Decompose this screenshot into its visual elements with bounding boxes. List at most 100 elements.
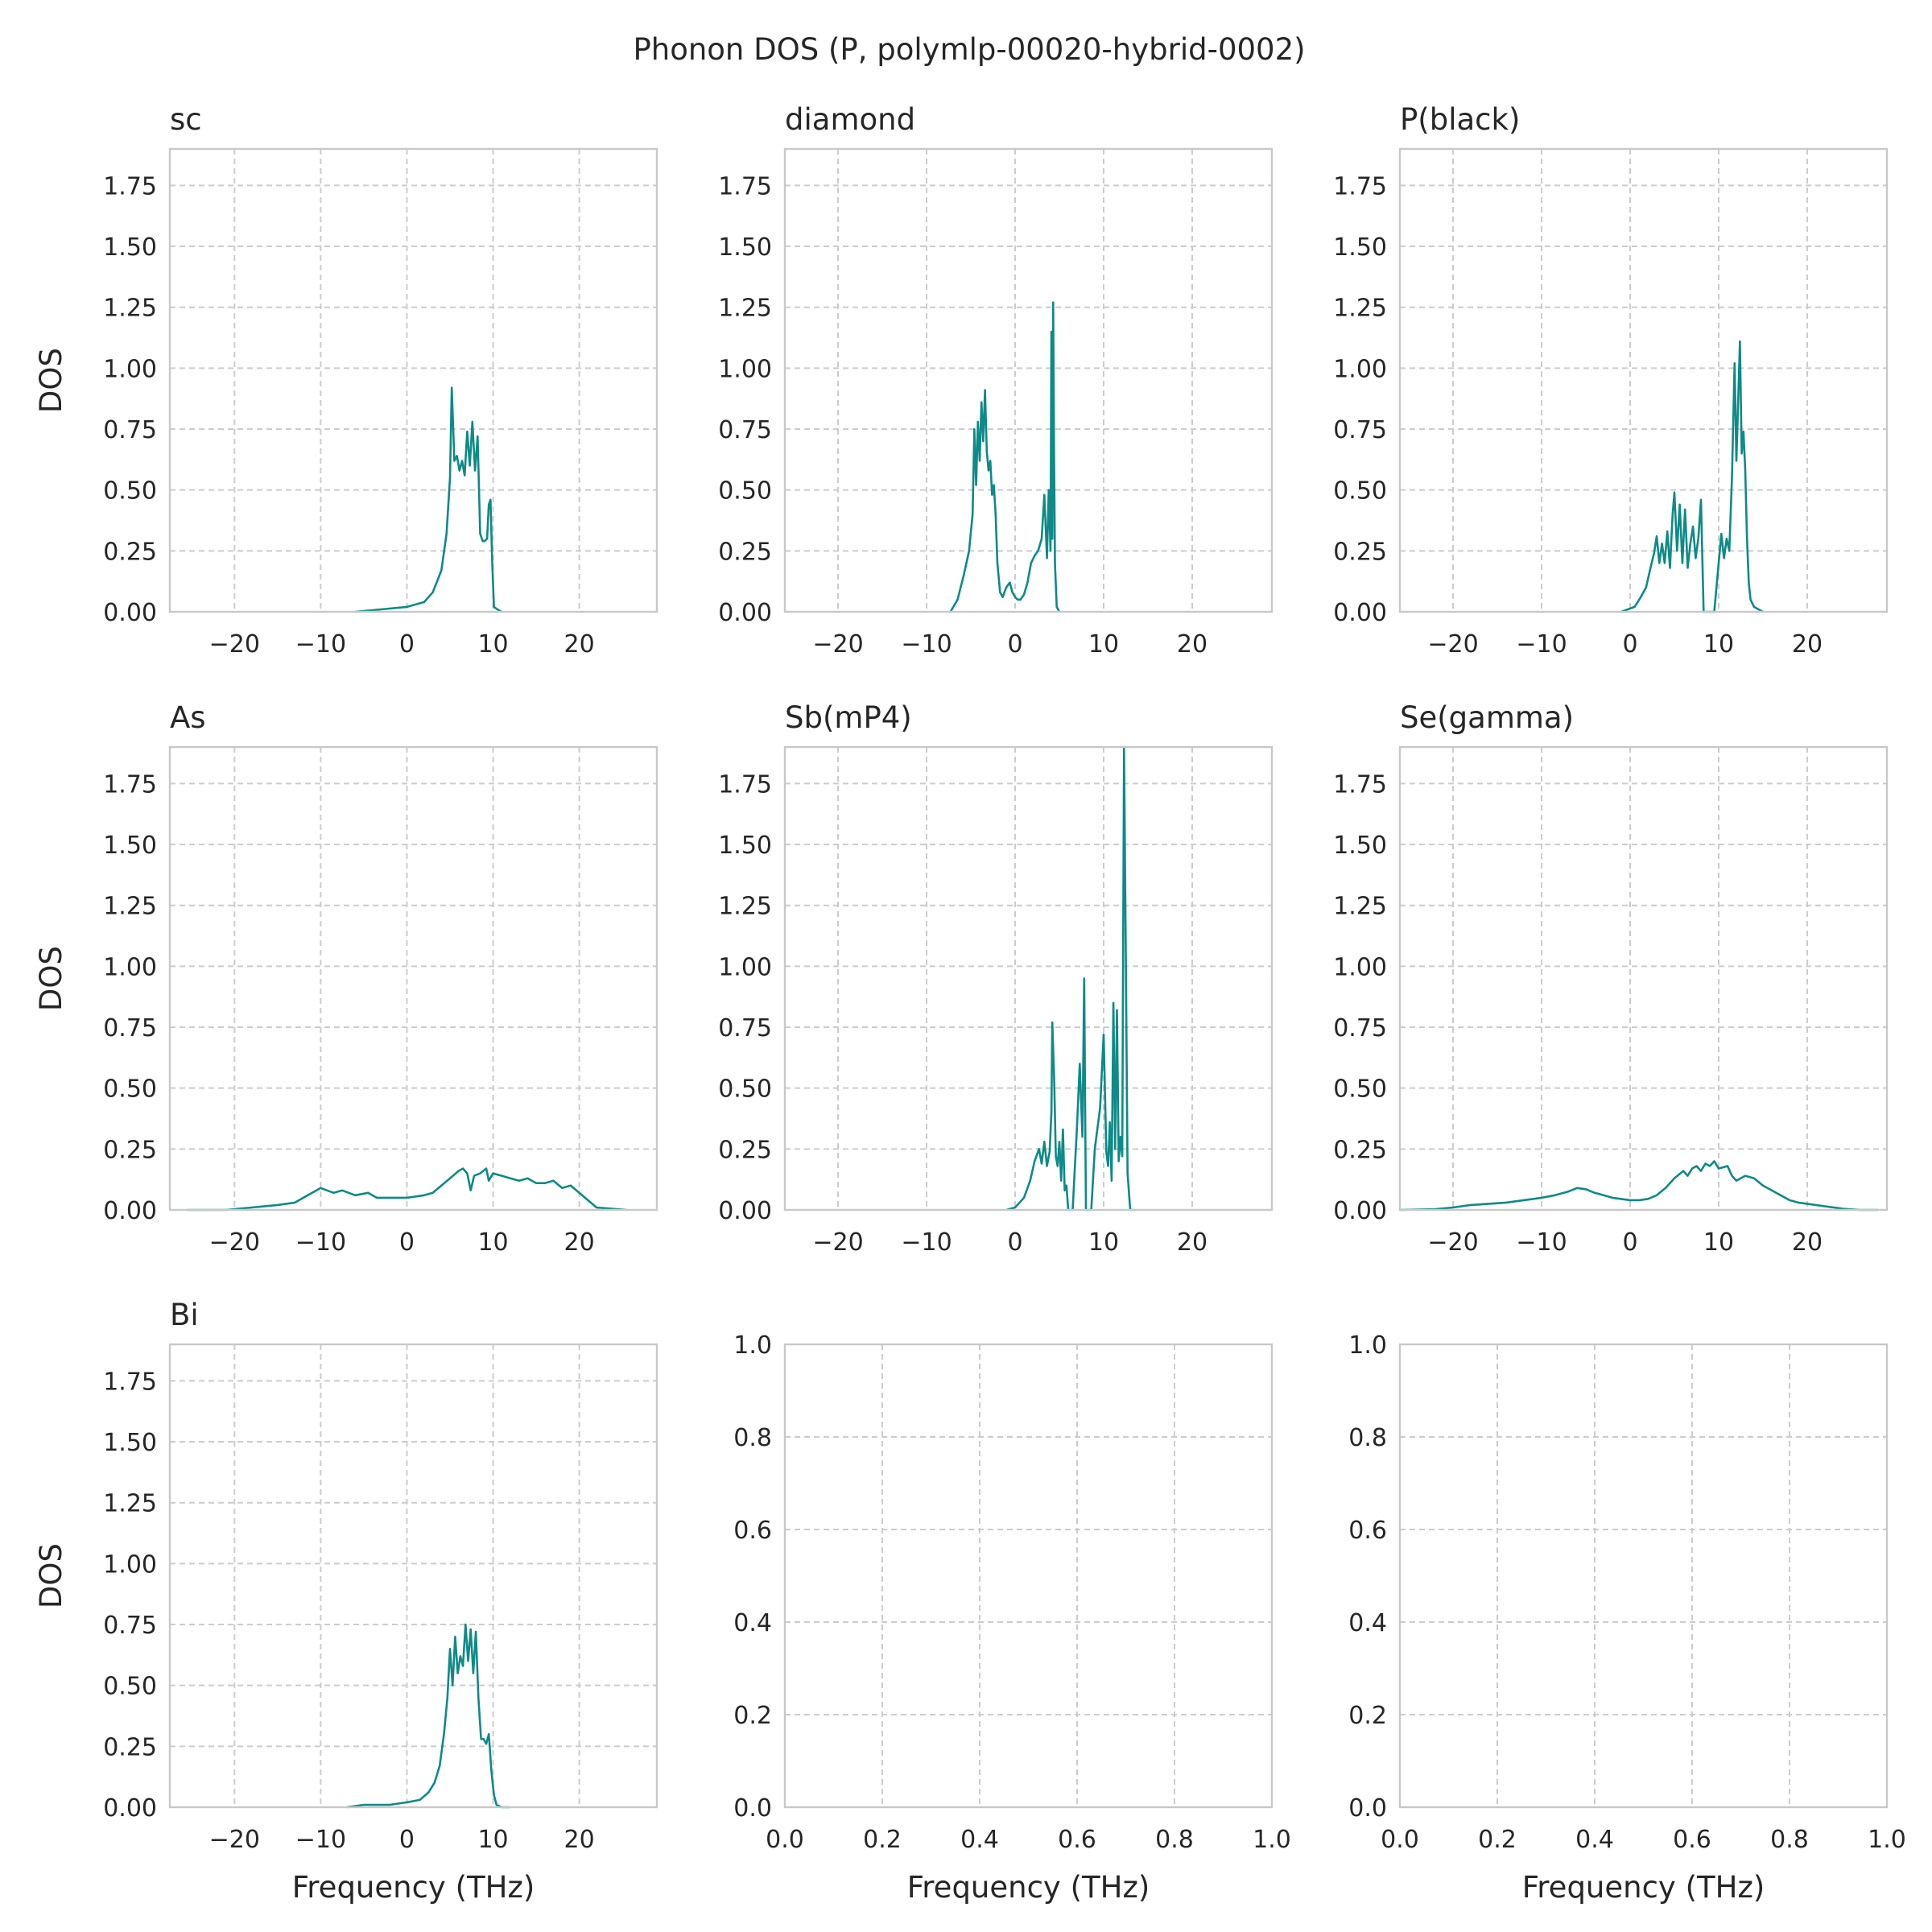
y-tick-label: 1.75 xyxy=(718,770,772,799)
subplot-grid: 0.000.250.500.751.001.251.501.75−20 −10 0 1… xyxy=(34,102,1906,1905)
y-tick-label: 0.50 xyxy=(718,477,772,506)
x-tick-label: −10 xyxy=(295,630,346,658)
y-tick-label: 0.25 xyxy=(1333,1136,1387,1164)
x-tick-label: 20 xyxy=(1792,630,1823,658)
y-axis-label: DOS xyxy=(34,348,68,413)
y-tick-label: 0.00 xyxy=(1333,1197,1387,1225)
y-tick-label: 0.50 xyxy=(1333,477,1387,506)
x-tick-label: 0.8 xyxy=(1155,1826,1194,1854)
x-tick-label: 0.0 xyxy=(766,1826,804,1854)
subplot-title: As xyxy=(170,700,206,735)
y-tick-label: 0.2 xyxy=(733,1702,772,1730)
x-tick-label: 0.8 xyxy=(1770,1826,1809,1854)
x-tick-label: −20 xyxy=(1427,1228,1478,1257)
subplot-title: diamond xyxy=(785,102,915,137)
x-axis-label: Frequency (THz) xyxy=(907,1870,1150,1905)
x-tick-label: 0 xyxy=(1007,630,1022,658)
subplot-p-black: 0.00 0.25 0.50 0.75 1.00 1.25 1.50 1.75 −20 −10 0 1… xyxy=(1333,102,1889,658)
x-tick-label: 0.6 xyxy=(1058,1826,1096,1854)
y-tick-label: 1.25 xyxy=(103,893,157,921)
axes-frame xyxy=(168,1343,658,1809)
axes-frame xyxy=(168,745,658,1212)
y-tick-label: 0.00 xyxy=(718,599,772,627)
axes-frame xyxy=(1398,745,1889,1212)
x-tick-label: −20 xyxy=(812,630,863,658)
y-tick-label: 0.75 xyxy=(1333,1014,1387,1042)
y-tick-label: 0.8 xyxy=(733,1424,772,1452)
axes-frame xyxy=(168,147,658,613)
dos-series-line xyxy=(346,1623,510,1809)
x-tick-label: −20 xyxy=(1427,630,1478,658)
dos-series-line xyxy=(1620,340,1764,613)
y-tick-label: 0.75 xyxy=(1333,416,1387,444)
x-axis-label: Frequency (THz) xyxy=(1522,1870,1765,1905)
x-tick-label: 20 xyxy=(564,1228,595,1257)
x-tick-label: 1.0 xyxy=(1868,1826,1906,1854)
y-tick-label: 0.25 xyxy=(103,1136,157,1164)
x-tick-label: −10 xyxy=(1516,630,1567,658)
y-tick-label: 0.75 xyxy=(103,1014,157,1042)
y-tick-label: 1.25 xyxy=(718,295,772,323)
dos-series-line xyxy=(1399,1160,1878,1212)
y-tick-label: 1.75 xyxy=(1333,172,1387,200)
x-tick-label: 10 xyxy=(477,1228,508,1257)
x-tick-label: 20 xyxy=(1792,1228,1823,1257)
y-tick-label: 0.75 xyxy=(103,1612,157,1640)
y-tick-label: 1.75 xyxy=(103,172,157,200)
x-tick-label: 0 xyxy=(1622,630,1637,658)
axes-frame xyxy=(1398,147,1889,613)
axes-frame xyxy=(783,745,1274,1212)
y-tick-label: 1.50 xyxy=(1333,832,1387,860)
y-tick-label: 1.75 xyxy=(103,1368,157,1396)
x-tick-label: 20 xyxy=(1177,630,1208,658)
y-tick-label: 0.75 xyxy=(718,416,772,444)
x-tick-label: −20 xyxy=(209,1826,260,1854)
x-tick-label: 1.0 xyxy=(1253,1826,1291,1854)
dos-series-line xyxy=(187,1167,627,1212)
y-tick-label: 1.0 xyxy=(1348,1331,1387,1360)
dos-series-line xyxy=(355,386,502,613)
subplot-bi: 0.00 0.25 0.50 0.75 1.00 1.25 1.50 1.75 −20 −10 0 1… xyxy=(34,1298,658,1905)
x-axis-label: Frequency (THz) xyxy=(292,1870,535,1905)
x-tick-label: −20 xyxy=(209,630,260,658)
x-tick-label: 10 xyxy=(477,1826,508,1854)
axes-frame xyxy=(1398,1343,1889,1809)
y-tick-label: 0.50 xyxy=(103,1673,157,1701)
subplot-title: P(black) xyxy=(1400,102,1520,137)
y-tick-label: 1.25 xyxy=(103,295,157,323)
y-tick-label: 0.00 xyxy=(103,1794,157,1823)
y-tick-label: 1.75 xyxy=(1333,770,1387,799)
dos-series-line xyxy=(949,301,1061,613)
y-axis-label: DOS xyxy=(34,1543,68,1608)
y-tick-label: 1.00 xyxy=(1333,953,1387,981)
x-tick-label: 10 xyxy=(1703,1228,1734,1257)
y-tick-label: 0.50 xyxy=(718,1075,772,1104)
figure-title: Phonon DOS (P, polymlp-00020-hybrid-0002… xyxy=(633,32,1305,67)
y-tick-label: 1.50 xyxy=(1333,233,1387,262)
y-tick-label: 1.00 xyxy=(718,953,772,981)
x-tick-label: 20 xyxy=(564,1826,595,1854)
x-tick-label: 0.6 xyxy=(1673,1826,1711,1854)
x-tick-label: −20 xyxy=(209,1228,260,1257)
y-tick-label: 1.50 xyxy=(103,832,157,860)
subplot-empty-7: 0.0 0.2 0.4 0.6 0.8 1.0 0.0 0.2 0.4 0.6 0.8 1.0 Freq… xyxy=(733,1331,1291,1905)
subplot-diamond: 0.00 0.25 0.50 0.75 1.00 1.25 1.50 1.75 −20 −10 0 1… xyxy=(718,102,1274,658)
x-tick-label: 0 xyxy=(399,1228,415,1257)
y-tick-label: 0.4 xyxy=(733,1609,772,1637)
x-tick-label: 0.4 xyxy=(1575,1826,1614,1854)
x-tick-label: 0.4 xyxy=(960,1826,999,1854)
y-tick-label: 0.25 xyxy=(718,538,772,566)
y-tick-label: 0.75 xyxy=(103,416,157,444)
y-tick-label: 0.2 xyxy=(1348,1702,1387,1730)
y-tick-label: 1.50 xyxy=(103,1429,157,1457)
y-tick-label: 1.25 xyxy=(103,1490,157,1518)
x-tick-label: −20 xyxy=(812,1228,863,1257)
x-tick-label: −10 xyxy=(295,1826,346,1854)
y-tick-label: 0.0 xyxy=(733,1794,772,1823)
y-tick-label: 0.00 xyxy=(718,1197,772,1225)
x-tick-label: 0.2 xyxy=(863,1826,902,1854)
y-tick-label: 0.50 xyxy=(103,477,157,506)
y-tick-label: 0.4 xyxy=(1348,1609,1387,1637)
y-tick-label: 1.75 xyxy=(718,172,772,200)
dos-series-line xyxy=(1005,745,1135,1212)
